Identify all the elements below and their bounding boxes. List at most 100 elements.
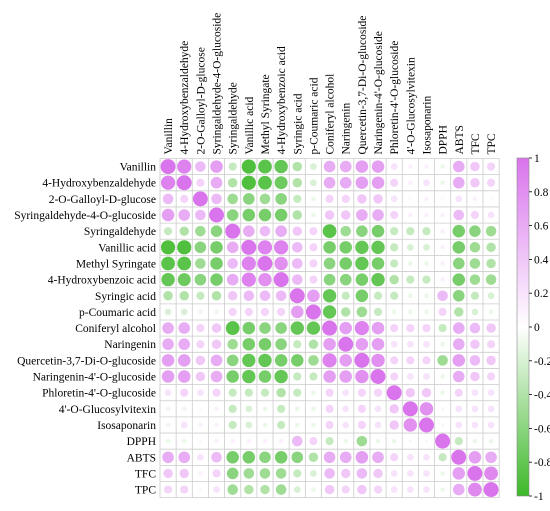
correlation-circle bbox=[209, 207, 224, 223]
correlation-circle bbox=[438, 453, 447, 462]
correlation-circle bbox=[198, 487, 203, 492]
correlation-circle bbox=[452, 289, 465, 302]
correlation-circle bbox=[339, 241, 352, 254]
correlation-circle bbox=[403, 418, 418, 432]
correlation-circle bbox=[226, 354, 239, 367]
correlation-circle bbox=[342, 405, 350, 413]
correlation-circle bbox=[278, 438, 284, 444]
correlation-circle bbox=[402, 401, 418, 417]
correlation-circle bbox=[161, 370, 175, 383]
correlation-circle bbox=[324, 484, 335, 495]
correlation-circle bbox=[372, 451, 384, 464]
correlation-circle bbox=[323, 176, 336, 189]
correlation-circle bbox=[275, 484, 287, 495]
correlation-circle bbox=[228, 420, 237, 430]
correlation-circle bbox=[452, 176, 465, 189]
correlation-circle bbox=[195, 161, 206, 172]
correlation-circle bbox=[356, 468, 368, 479]
column-label: Syringic acid bbox=[292, 93, 304, 154]
correlation-circle bbox=[342, 389, 350, 397]
correlation-circle bbox=[259, 193, 271, 205]
correlation-circle bbox=[181, 438, 187, 444]
correlation-circle bbox=[258, 272, 272, 287]
row-label: Methyl Syringate bbox=[76, 258, 156, 270]
correlation-circle bbox=[309, 437, 318, 446]
correlation-circle bbox=[228, 162, 237, 171]
correlation-circle bbox=[177, 354, 191, 367]
correlation-circle bbox=[226, 451, 239, 464]
correlation-circle bbox=[179, 468, 189, 479]
correlation-circle bbox=[390, 163, 398, 170]
correlation-circle bbox=[455, 195, 463, 203]
correlation-circle bbox=[440, 197, 445, 201]
correlation-circle bbox=[258, 353, 272, 368]
correlation-circle bbox=[355, 160, 369, 173]
correlation-circle bbox=[212, 469, 221, 478]
correlation-circle bbox=[259, 322, 271, 334]
correlation-circle bbox=[274, 354, 288, 367]
correlation-circle bbox=[322, 305, 337, 319]
correlation-circle bbox=[225, 223, 241, 239]
correlation-circle bbox=[355, 451, 369, 464]
correlation-circle bbox=[178, 209, 191, 221]
column-label: 4-Hydroxybenzoic acid bbox=[276, 46, 288, 155]
correlation-circle bbox=[210, 176, 223, 189]
correlation-circle bbox=[452, 224, 466, 238]
correlation-circle bbox=[274, 159, 288, 174]
correlation-circle bbox=[469, 258, 481, 269]
correlation-circle bbox=[406, 243, 414, 251]
column-label: 4-Hydroxybenzaldehyde bbox=[179, 41, 191, 155]
correlation-circle bbox=[290, 321, 304, 335]
correlation-circle bbox=[226, 241, 239, 254]
correlation-circle bbox=[455, 421, 463, 429]
row-label: Syringaldehyde-4-O-glucoside bbox=[14, 210, 156, 222]
row-label: 4-Hydroxybenzoic acid bbox=[48, 275, 157, 287]
correlation-circle bbox=[226, 370, 239, 383]
correlation-circle bbox=[274, 240, 289, 255]
correlation-circle bbox=[291, 451, 304, 464]
correlation-circle bbox=[469, 242, 481, 253]
correlation-circle bbox=[389, 420, 399, 430]
correlation-circle bbox=[471, 308, 479, 316]
correlation-circle bbox=[258, 159, 272, 174]
correlation-circle bbox=[309, 227, 318, 236]
correlation-circle bbox=[371, 160, 385, 173]
correlation-circle bbox=[406, 486, 414, 493]
correlation-circle bbox=[177, 256, 192, 271]
correlation-circle bbox=[341, 291, 350, 300]
column-label: Quercetin-3,7-Di-O-glucoside bbox=[357, 16, 369, 155]
correlation-circle bbox=[469, 225, 481, 237]
colorbar-gradient bbox=[516, 157, 530, 497]
correlation-circle bbox=[178, 338, 191, 351]
correlation-circle bbox=[275, 225, 287, 237]
correlation-circle bbox=[308, 452, 319, 463]
correlation-circle bbox=[243, 468, 255, 479]
correlation-circle bbox=[322, 353, 337, 368]
correlation-circle bbox=[226, 273, 239, 286]
correlation-circle bbox=[293, 194, 302, 203]
correlation-circle bbox=[308, 355, 319, 366]
column-label: p-Coumaric acid bbox=[308, 77, 320, 154]
correlation-circle bbox=[195, 371, 206, 382]
correlation-circle bbox=[276, 387, 286, 398]
correlation-circle bbox=[485, 225, 497, 237]
correlation-circle bbox=[244, 307, 253, 317]
correlation-circle bbox=[273, 272, 289, 288]
correlation-circle bbox=[440, 487, 445, 492]
row-label: ABTS bbox=[127, 452, 156, 464]
correlation-circle bbox=[178, 322, 191, 334]
correlation-circle bbox=[180, 485, 189, 494]
correlation-circle bbox=[487, 389, 495, 397]
correlation-circle bbox=[340, 225, 352, 237]
correlation-circle bbox=[343, 438, 349, 444]
row-label: TFC bbox=[135, 468, 156, 480]
correlation-circle bbox=[472, 196, 478, 202]
correlation-circle bbox=[242, 321, 256, 335]
column-labels: Vanillin 4-Hydroxybenzaldehyde 2-O-Galloyl… bbox=[163, 13, 498, 155]
correlation-circle bbox=[454, 388, 463, 397]
correlation-circle bbox=[468, 482, 482, 497]
correlation-circle bbox=[309, 259, 318, 268]
correlation-circle bbox=[406, 373, 414, 380]
correlation-circle bbox=[241, 272, 256, 287]
correlation-circle bbox=[210, 370, 223, 383]
